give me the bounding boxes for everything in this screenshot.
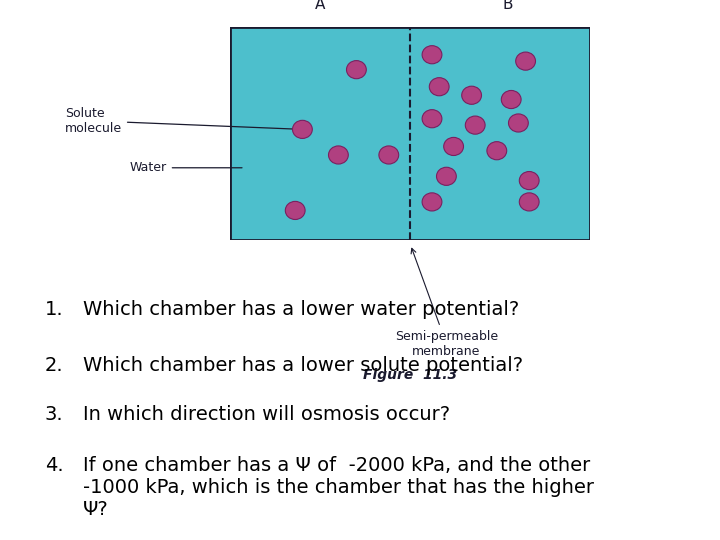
Ellipse shape: [465, 116, 485, 134]
Text: Figure  11.3: Figure 11.3: [364, 368, 457, 382]
Ellipse shape: [519, 193, 539, 211]
Text: In which direction will osmosis occur?: In which direction will osmosis occur?: [83, 405, 450, 424]
Ellipse shape: [508, 114, 528, 132]
Ellipse shape: [346, 60, 366, 79]
Text: Semi-permeable
membrane: Semi-permeable membrane: [395, 248, 498, 358]
Ellipse shape: [422, 46, 442, 64]
Text: Water: Water: [130, 161, 242, 174]
Ellipse shape: [379, 146, 399, 164]
Ellipse shape: [501, 91, 521, 109]
Text: If one chamber has a Ψ of  -2000 kPa, and the other
-1000 kPa, which is the cham: If one chamber has a Ψ of -2000 kPa, and…: [83, 456, 594, 519]
Ellipse shape: [444, 137, 464, 156]
Ellipse shape: [436, 167, 456, 185]
Text: B: B: [503, 0, 513, 12]
Ellipse shape: [328, 146, 348, 164]
Text: Which chamber has a lower solute potential?: Which chamber has a lower solute potenti…: [83, 356, 523, 375]
Ellipse shape: [285, 201, 305, 219]
Text: Which chamber has a lower water potential?: Which chamber has a lower water potentia…: [83, 300, 519, 319]
Text: A: A: [315, 0, 325, 12]
Text: Solute
molecule: Solute molecule: [65, 107, 300, 135]
Text: 3.: 3.: [45, 405, 63, 424]
Ellipse shape: [462, 86, 482, 104]
Ellipse shape: [422, 193, 442, 211]
Text: 1.: 1.: [45, 300, 63, 319]
Ellipse shape: [429, 78, 449, 96]
Ellipse shape: [519, 172, 539, 190]
Ellipse shape: [292, 120, 312, 138]
Text: 4.: 4.: [45, 456, 63, 475]
Ellipse shape: [516, 52, 536, 70]
Text: 2.: 2.: [45, 356, 63, 375]
Ellipse shape: [422, 110, 442, 128]
Ellipse shape: [487, 141, 507, 160]
